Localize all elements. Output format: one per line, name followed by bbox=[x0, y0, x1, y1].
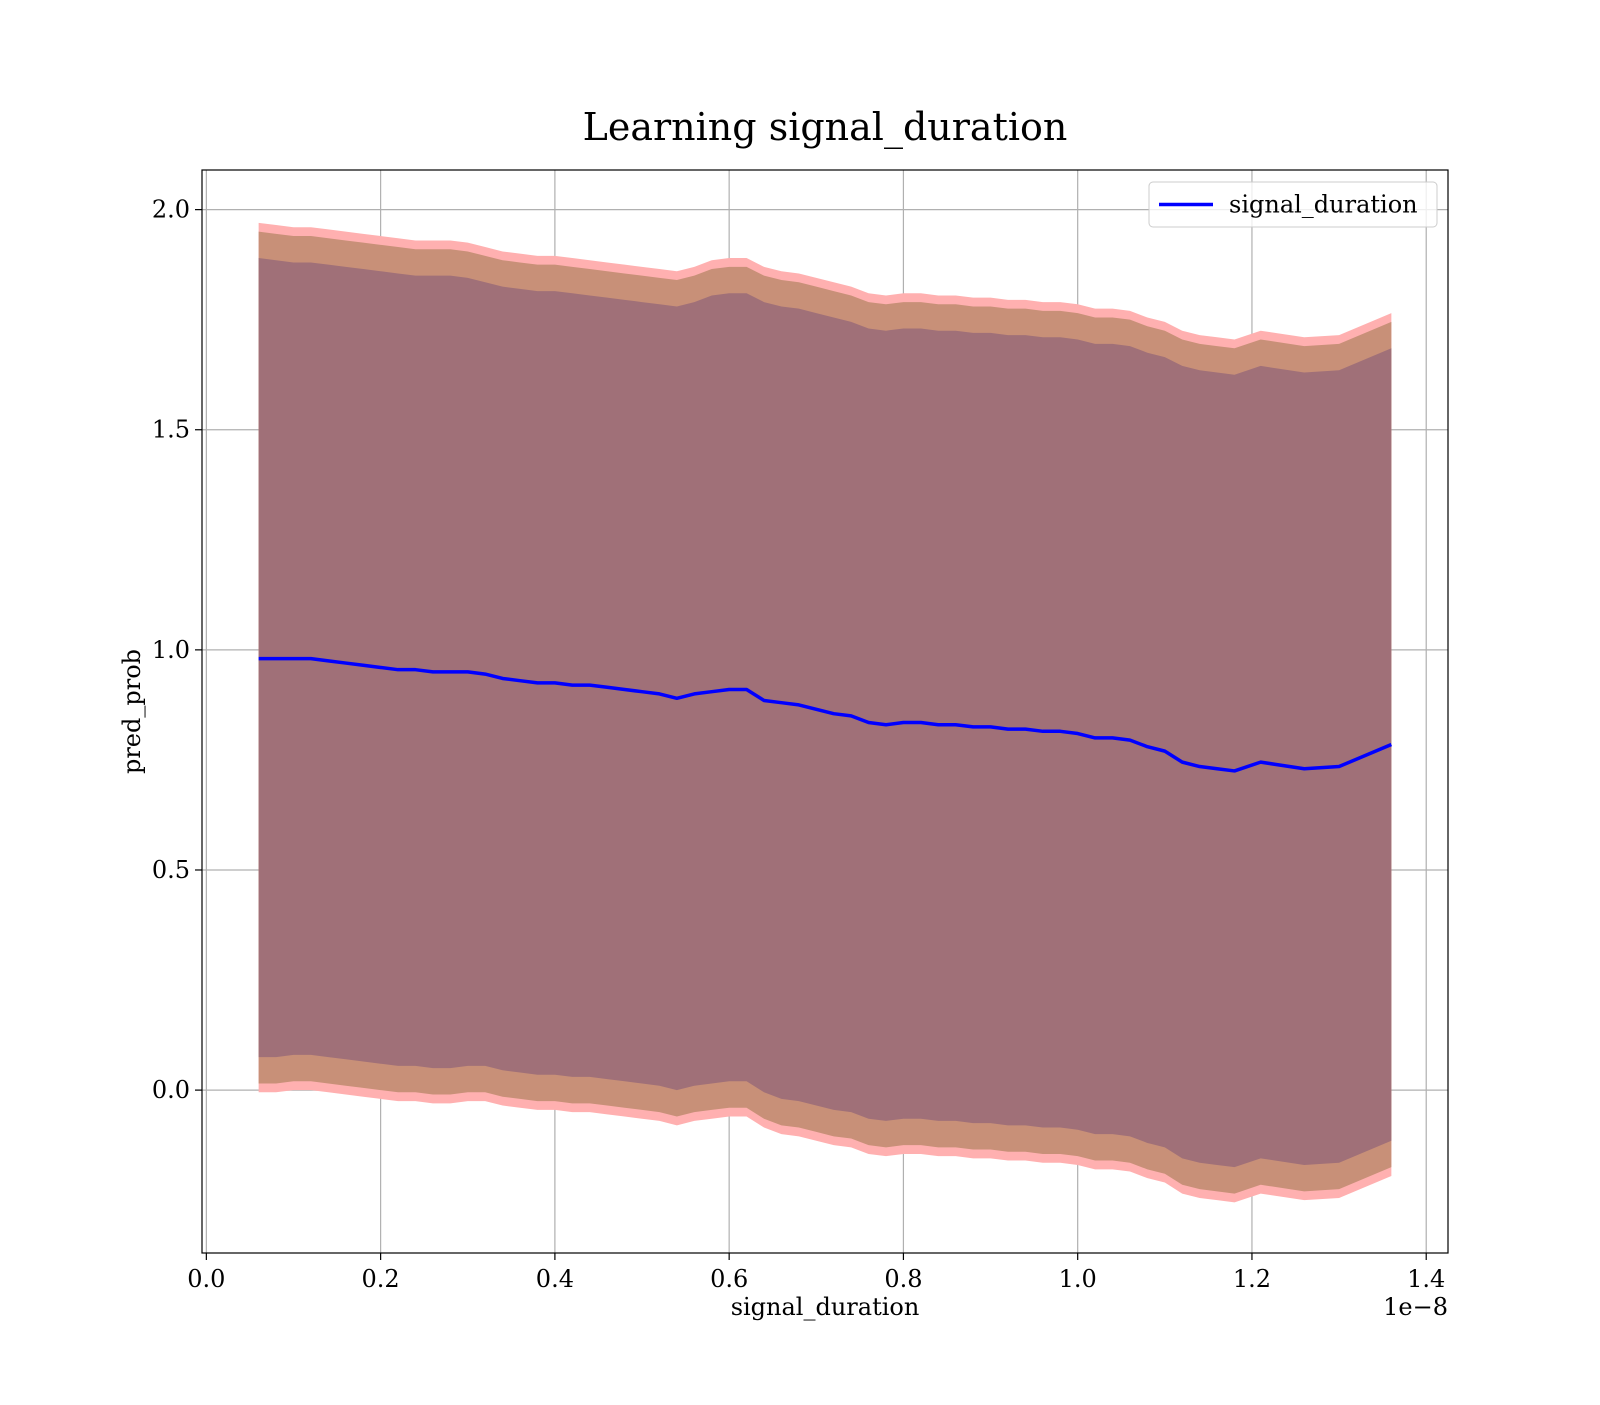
x-tick-label: 0.4 bbox=[536, 1265, 574, 1293]
y-tick-label: 1.5 bbox=[152, 416, 190, 444]
legend: signal_duration bbox=[1148, 181, 1438, 228]
x-tick-label: 1.0 bbox=[1059, 1265, 1097, 1293]
y-tick-label: 0.0 bbox=[152, 1076, 190, 1104]
plot-area-frame bbox=[201, 169, 1449, 1254]
series-line-signal-duration bbox=[258, 656, 1393, 773]
x-tick-label: 0.0 bbox=[187, 1265, 225, 1293]
y-tick-label: 1.0 bbox=[152, 636, 190, 664]
x-tick-label: 1.4 bbox=[1407, 1265, 1445, 1293]
x-axis-offset-label: 1e−8 bbox=[1383, 1293, 1448, 1321]
legend-box bbox=[1148, 181, 1438, 228]
x-tick-label: 0.6 bbox=[710, 1265, 748, 1293]
chart-title: Learning signal_duration bbox=[583, 105, 1068, 150]
legend-label-signal-duration: signal_duration bbox=[1229, 191, 1418, 219]
x-tick-label: 1.2 bbox=[1233, 1265, 1271, 1293]
y-tick-label: 2.0 bbox=[152, 196, 190, 224]
axis-ticks: 0.0 0.2 0.4 0.6 0.8 1.0 1.2 1.4 0.0 0.5 1.0 1.5 2.0 bbox=[152, 196, 1445, 1293]
x-axis-label: signal_duration bbox=[731, 1293, 920, 1321]
x-tick-label: 0.8 bbox=[884, 1265, 922, 1293]
series-lines bbox=[258, 656, 1393, 773]
y-tick-label: 0.5 bbox=[152, 856, 190, 884]
y-axis-label: pred_prob bbox=[118, 649, 146, 774]
x-tick-label: 0.2 bbox=[362, 1265, 400, 1293]
